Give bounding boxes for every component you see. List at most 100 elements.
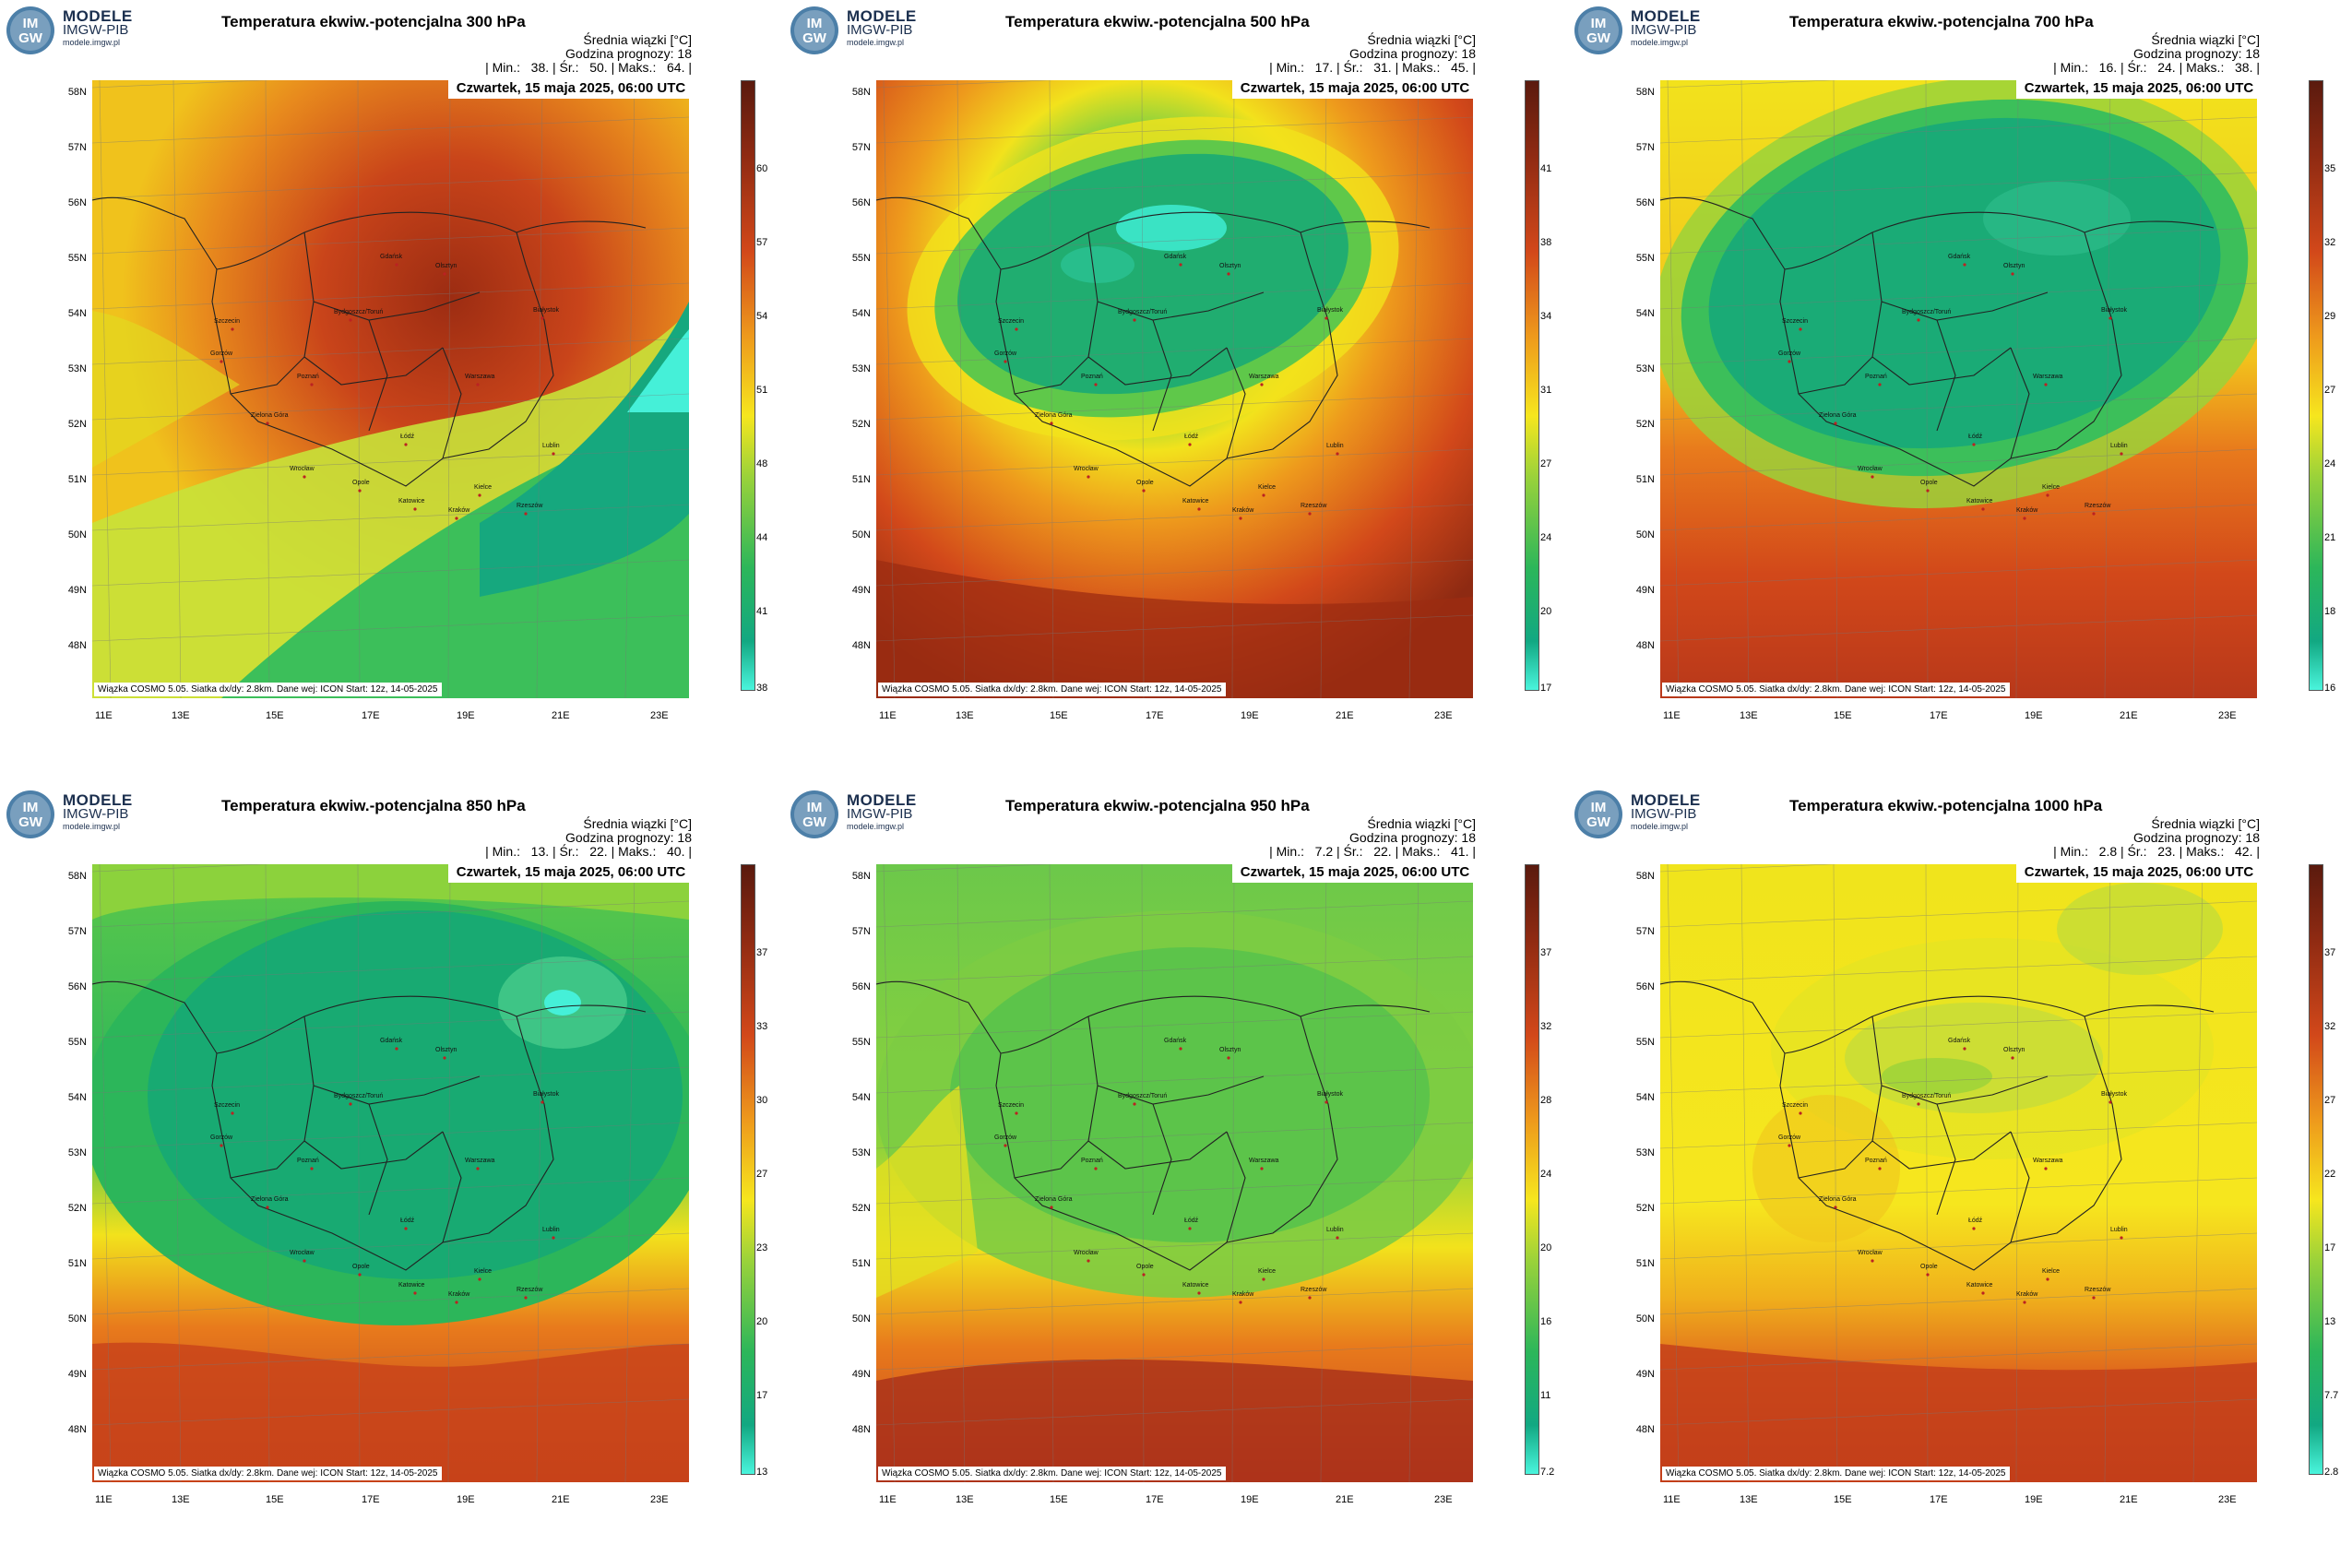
lat-label: 55N bbox=[851, 253, 871, 264]
lat-label: 51N bbox=[1635, 1258, 1655, 1269]
map-panel-700hpa: IM GW MODELE IMGW-PIB modele.imgw.pl Temp… bbox=[1568, 0, 2352, 784]
lon-label: 11E bbox=[1663, 1494, 1681, 1505]
city-label: Warszawa bbox=[1249, 1158, 1279, 1164]
logo-badge-top: IM bbox=[807, 800, 823, 815]
colorbar-label: 32 bbox=[1540, 1021, 1552, 1032]
city-label: Gdańsk bbox=[1164, 1038, 1187, 1044]
stats-line: | Min.: 38. | Śr.: 50. | Maks.: 64. | bbox=[485, 60, 692, 75]
city-label: Gdańsk bbox=[380, 1038, 403, 1044]
lat-label: 57N bbox=[1635, 142, 1655, 153]
logo-badge-top: IM bbox=[23, 16, 39, 31]
imgw-logo: IM GW bbox=[6, 6, 55, 55]
city-label: Gorzów bbox=[210, 1134, 233, 1141]
city-label: Katowice bbox=[1966, 498, 1993, 505]
map-area: Gdańsk Olsztyn Szczecin Bydgoszcz/Toruń Biał… bbox=[92, 864, 689, 1482]
colorbar-label: 11 bbox=[1540, 1390, 1551, 1401]
lat-label: 54N bbox=[1635, 1092, 1655, 1103]
city-label: Bydgoszcz/Toruń bbox=[334, 309, 383, 315]
info-line2: Godzina prognozy: 18 bbox=[1349, 830, 1476, 845]
lon-label: 19E bbox=[457, 1494, 475, 1505]
colorbar-label: 2.8 bbox=[2324, 1467, 2339, 1478]
city-label: Katowice bbox=[398, 1282, 425, 1289]
city-label: Szczecin bbox=[214, 318, 240, 325]
colorbar-label: 16 bbox=[1540, 1316, 1552, 1327]
colorbar bbox=[741, 864, 755, 1475]
lat-label: 58N bbox=[1635, 87, 1655, 98]
lon-label: 23E bbox=[650, 1494, 669, 1505]
lat-label: 48N bbox=[851, 1424, 871, 1435]
lon-label: 13E bbox=[1740, 710, 1758, 721]
lat-label: 57N bbox=[67, 142, 87, 153]
colorbar-label: 51 bbox=[756, 385, 768, 396]
city-label: Lublin bbox=[542, 443, 560, 449]
city-label: Gdańsk bbox=[1948, 254, 1971, 260]
lat-label: 53N bbox=[67, 1147, 87, 1158]
lon-label: 23E bbox=[1434, 710, 1453, 721]
city-label: Białystok bbox=[533, 1091, 560, 1098]
info-line2: Godzina prognozy: 18 bbox=[1349, 46, 1476, 61]
lon-label: 19E bbox=[1241, 710, 1259, 721]
lat-label: 53N bbox=[851, 1147, 871, 1158]
colorbar-label: 22 bbox=[2324, 1169, 2336, 1180]
city-label: Kielce bbox=[474, 484, 492, 491]
lat-label: 57N bbox=[851, 926, 871, 937]
city-label: Gdańsk bbox=[1948, 1038, 1971, 1044]
lat-label: 57N bbox=[851, 142, 871, 153]
logo-line3: modele.imgw.pl bbox=[1631, 38, 1689, 47]
lon-label: 15E bbox=[1050, 1494, 1068, 1505]
logo-line2: IMGW-PIB bbox=[847, 806, 913, 822]
city-label: Rzeszów bbox=[517, 503, 543, 509]
city-label: Olsztyn bbox=[435, 263, 457, 269]
logo-line3: modele.imgw.pl bbox=[1631, 822, 1689, 831]
logo-line1: MODELE bbox=[1631, 791, 1701, 809]
colorbar-label: 37 bbox=[756, 947, 768, 958]
colorbar-label: 35 bbox=[2324, 163, 2336, 174]
city-label: Kraków bbox=[1232, 507, 1254, 514]
lon-label: 23E bbox=[1434, 1494, 1453, 1505]
city-label: Łódź bbox=[1968, 434, 1983, 440]
lat-label: 57N bbox=[1635, 926, 1655, 937]
city-label: Olsztyn bbox=[435, 1047, 457, 1053]
lat-label: 53N bbox=[851, 363, 871, 374]
stat-avg: 50. bbox=[589, 60, 608, 75]
lat-label: 48N bbox=[1635, 1424, 1655, 1435]
lat-label: 48N bbox=[67, 1424, 87, 1435]
lat-label: 49N bbox=[1635, 585, 1655, 596]
city-label: Katowice bbox=[1182, 1282, 1209, 1289]
map-footer: Wiązka COSMO 5.05. Siatka dx/dy: 2.8km. … bbox=[1662, 1467, 2010, 1480]
city-label: Gorzów bbox=[1778, 350, 1801, 357]
city-label: Opole bbox=[352, 1264, 370, 1270]
colorbar-label: 24 bbox=[2324, 458, 2336, 469]
colorbar-label: 32 bbox=[2324, 1021, 2336, 1032]
city-label: Rzeszów bbox=[2085, 1287, 2111, 1293]
city-label: Rzeszów bbox=[1301, 503, 1327, 509]
lat-label: 55N bbox=[67, 253, 87, 264]
city-label: Kielce bbox=[2042, 484, 2060, 491]
colorbar-label: 41 bbox=[1540, 163, 1552, 174]
panel-title: Temperatura ekwiw.-potencjalna 950 hPa bbox=[1005, 797, 1310, 814]
info-block: Średnia wiązki [°C] Godzina prognozy: 18… bbox=[485, 33, 692, 75]
info-block: Średnia wiązki [°C] Godzina prognozy: 18… bbox=[1269, 817, 1476, 859]
logo-line2: IMGW-PIB bbox=[63, 806, 129, 822]
lon-label: 21E bbox=[2120, 1494, 2138, 1505]
colorbar-label: 34 bbox=[1540, 311, 1552, 322]
colorbar-label: 57 bbox=[756, 237, 768, 248]
city-label: Poznań bbox=[1081, 374, 1103, 380]
city-label: Białystok bbox=[1317, 307, 1344, 314]
colorbar-label: 28 bbox=[1540, 1095, 1552, 1106]
city-label: Kraków bbox=[1232, 1291, 1254, 1298]
colorbar-label: 18 bbox=[2324, 606, 2336, 617]
lon-label: 21E bbox=[2120, 710, 2138, 721]
map-footer: Wiązka COSMO 5.05. Siatka dx/dy: 2.8km. … bbox=[878, 683, 1226, 696]
lon-label: 17E bbox=[362, 710, 380, 721]
city-label: Szczecin bbox=[1782, 1102, 1808, 1109]
colorbar bbox=[1525, 80, 1539, 691]
lat-label: 56N bbox=[1635, 981, 1655, 992]
logo-line2: IMGW-PIB bbox=[847, 22, 913, 38]
logo-line3: modele.imgw.pl bbox=[63, 38, 121, 47]
imgw-logo: IM GW bbox=[6, 790, 55, 839]
lat-label: 55N bbox=[1635, 253, 1655, 264]
city-label: Olsztyn bbox=[2003, 1047, 2025, 1053]
lat-label: 55N bbox=[851, 1037, 871, 1048]
lon-label: 15E bbox=[266, 1494, 284, 1505]
